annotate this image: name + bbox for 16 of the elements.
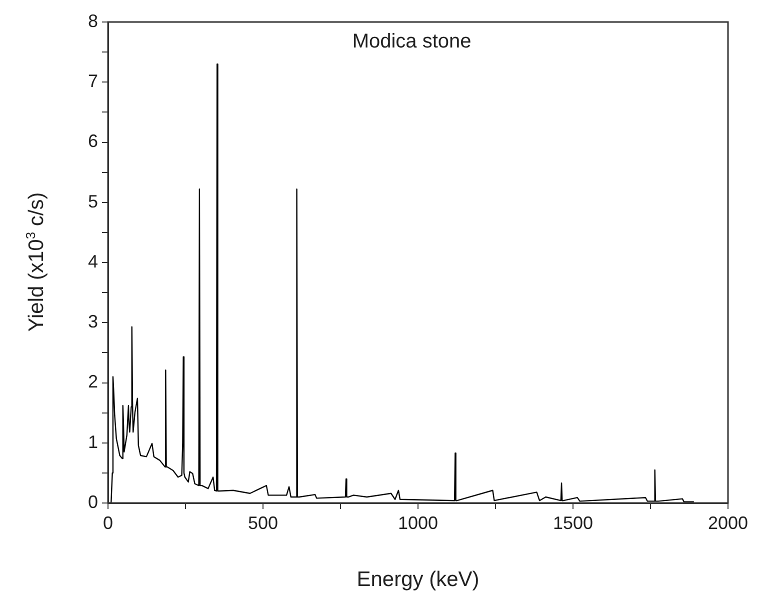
chart-title: Modica stone [352,30,472,53]
y-tick-label: 6 [88,131,98,152]
y-tick-label: 2 [88,372,98,392]
x-tick-label: 1500 [552,512,594,533]
y-tick-label: 4 [88,251,98,272]
y-tick-label: 3 [88,312,98,332]
x-tick-label: 2000 [708,512,748,533]
x-axis-title: Energy (keV) [356,568,480,592]
x-tick-label: 500 [248,512,278,533]
y-tick-label: 1 [88,432,98,452]
x-tick-label: 1000 [398,512,438,533]
y-tick-label: 0 [88,492,98,512]
y-tick-label: 5 [88,191,98,212]
x-tick-label: 0 [102,512,114,533]
y-tick-label: 7 [88,71,98,92]
y-tick-label: 8 [88,10,98,31]
